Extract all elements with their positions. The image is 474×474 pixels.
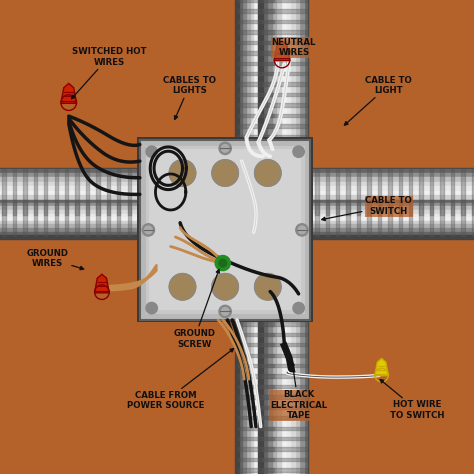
Polygon shape bbox=[274, 41, 290, 61]
Text: GROUND
SCREW: GROUND SCREW bbox=[173, 269, 219, 348]
Bar bbox=[140, 140, 310, 320]
Circle shape bbox=[146, 302, 157, 314]
Circle shape bbox=[219, 259, 227, 267]
Text: CABLES TO
LIGHTS: CABLES TO LIGHTS bbox=[163, 76, 216, 119]
Circle shape bbox=[169, 160, 196, 186]
Text: CABLE TO
SWITCH: CABLE TO SWITCH bbox=[322, 197, 412, 220]
Circle shape bbox=[212, 273, 238, 300]
Text: NEUTRAL
WIRES: NEUTRAL WIRES bbox=[272, 38, 316, 57]
Polygon shape bbox=[95, 274, 109, 293]
Text: GROUND
WIRES: GROUND WIRES bbox=[27, 249, 84, 270]
Circle shape bbox=[255, 273, 281, 300]
Circle shape bbox=[169, 273, 196, 300]
Bar bbox=[149, 149, 301, 310]
Text: BLACK
ELECTRICAL
TAPE: BLACK ELECTRICAL TAPE bbox=[270, 362, 327, 420]
Bar bbox=[137, 137, 313, 322]
Circle shape bbox=[146, 146, 157, 157]
Polygon shape bbox=[375, 358, 388, 376]
Text: HOT WIRE
TO SWITCH: HOT WIRE TO SWITCH bbox=[380, 380, 444, 419]
Text: CABLE FROM
POWER SOURCE: CABLE FROM POWER SOURCE bbox=[127, 348, 234, 410]
Circle shape bbox=[293, 146, 304, 157]
Bar bbox=[146, 146, 305, 314]
Circle shape bbox=[145, 226, 152, 234]
Circle shape bbox=[212, 160, 238, 186]
Circle shape bbox=[296, 224, 308, 236]
Circle shape bbox=[293, 302, 304, 314]
Circle shape bbox=[221, 145, 229, 152]
Text: CABLE TO
LIGHT: CABLE TO LIGHT bbox=[345, 76, 412, 125]
Circle shape bbox=[219, 142, 231, 155]
Circle shape bbox=[142, 224, 155, 236]
Circle shape bbox=[215, 255, 230, 271]
Text: SWITCHED HOT
WIRES: SWITCHED HOT WIRES bbox=[72, 47, 146, 99]
Circle shape bbox=[298, 226, 306, 234]
Circle shape bbox=[219, 305, 231, 318]
Circle shape bbox=[255, 160, 281, 186]
Circle shape bbox=[221, 308, 229, 315]
Polygon shape bbox=[61, 83, 76, 103]
